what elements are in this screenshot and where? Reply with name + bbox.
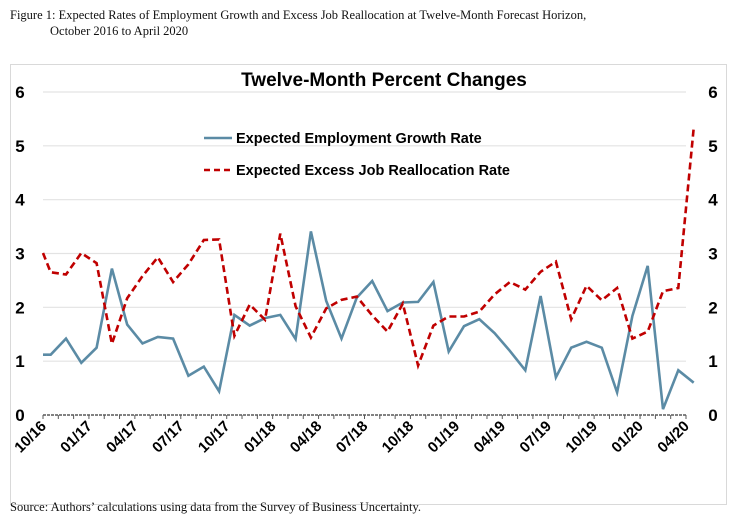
y-tick-label-right: 4 (708, 191, 718, 210)
y-tick-label-right: 2 (708, 298, 717, 317)
caption-line-2: October 2016 to April 2020 (50, 24, 189, 38)
x-tick-label: 10/18 (379, 418, 418, 457)
caption-line-1: Figure 1: Expected Rates of Employment G… (10, 8, 587, 22)
chart-border (10, 64, 727, 505)
gridlines (43, 91, 686, 362)
series-line-employment-growth (43, 231, 695, 410)
x-tick-label: 01/18 (241, 418, 280, 457)
x-tick-label: 04/18 (287, 418, 326, 457)
legend: Expected Employment Growth Rate Expected… (204, 131, 510, 179)
x-tick-label: 01/19 (425, 418, 464, 457)
y-tick-label-left: 2 (15, 298, 24, 317)
y-tick-label-left: 0 (15, 406, 24, 425)
x-tick-label: 01/17 (57, 418, 96, 457)
y-tick-label-left: 6 (15, 83, 24, 102)
figure-caption: Figure 1: Expected Rates of Employment G… (10, 7, 586, 39)
legend-label-reallocation: Expected Excess Job Reallocation Rate (236, 163, 510, 179)
y-axis-left: 0 1 2 3 4 5 6 (15, 83, 25, 425)
series-layer (41, 127, 695, 410)
y-tick-label-right: 0 (708, 406, 717, 425)
x-axis: 10/16 01/17 04/17 07/17 10/17 01/18 04/18 07/18… (11, 414, 693, 457)
y-axis-right: 0 1 2 3 4 5 6 (708, 83, 718, 425)
x-tick-label: 04/19 (471, 418, 510, 457)
y-tick-label-left: 3 (15, 245, 24, 264)
x-tick-label: 10/19 (562, 418, 601, 457)
y-tick-label-left: 5 (15, 137, 24, 156)
x-tick-label: 07/18 (333, 418, 372, 457)
figure-source: Source: Authors’ calculations using data… (10, 500, 422, 514)
legend-label-employment: Expected Employment Growth Rate (236, 131, 482, 147)
x-tick-label: 07/19 (516, 418, 555, 457)
y-tick-label-left: 4 (15, 191, 25, 210)
y-tick-label-right: 6 (708, 83, 717, 102)
y-tick-label-right: 5 (708, 137, 717, 156)
x-tick-label: 04/17 (103, 418, 142, 457)
x-tick-label: 10/17 (195, 418, 234, 457)
y-tick-label-right: 3 (708, 245, 717, 264)
y-tick-label-left: 1 (15, 352, 24, 371)
x-tick-label: 07/17 (149, 418, 188, 457)
x-tick-label: 01/20 (608, 418, 647, 457)
x-tick-label: 04/20 (654, 418, 693, 457)
y-tick-label-right: 1 (708, 352, 717, 371)
chart-title: Twelve-Month Percent Changes (241, 70, 527, 91)
series-line-excess-reallocation (41, 127, 695, 370)
